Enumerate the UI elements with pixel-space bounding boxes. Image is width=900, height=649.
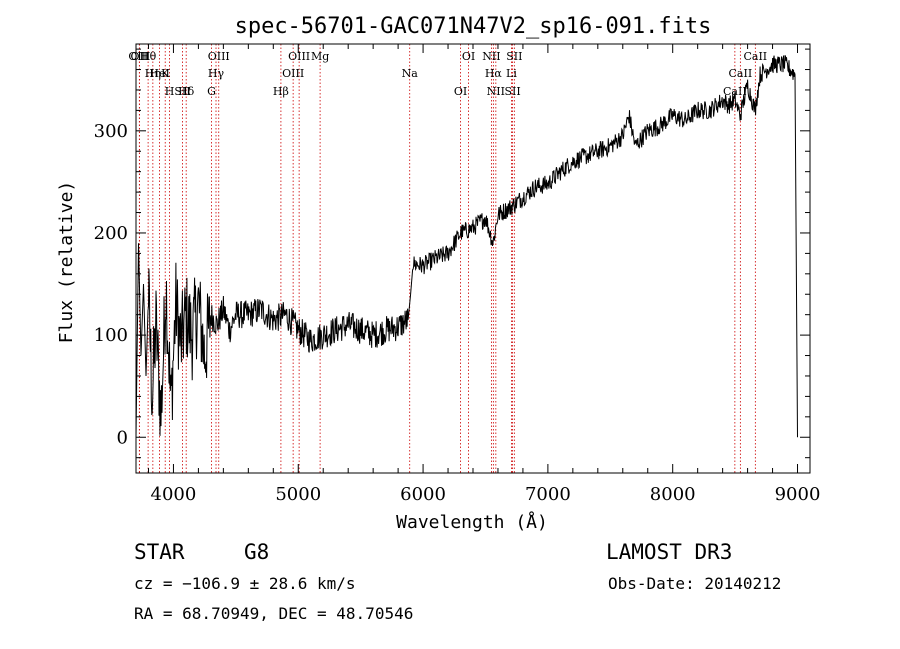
spectral-line-label: Hη <box>145 67 161 80</box>
spectral-line-label: K <box>161 67 170 80</box>
x-tick-label: 5000 <box>275 484 321 505</box>
spectral-line-label: NII <box>487 85 505 98</box>
y-tick-label: 0 <box>117 427 128 448</box>
spectral-line-label: SII <box>174 85 190 98</box>
y-tick-label: 100 <box>94 325 128 346</box>
spectral-line-label: OIII <box>282 67 304 80</box>
x-tick-label: 7000 <box>525 484 571 505</box>
y-axis-label: Flux (relative) <box>56 181 77 344</box>
spectral-line-label: OIII <box>288 50 310 63</box>
spectral-line-label: Mg <box>311 50 329 63</box>
spectral-line-label: HeI <box>149 67 169 80</box>
x-tick-label: 4000 <box>151 484 197 505</box>
spectral-line-label: OIII <box>128 50 150 63</box>
spectral-line-label: NII <box>482 50 500 63</box>
spectral-line-label: Hγ <box>208 67 225 80</box>
object-class: STAR <box>134 540 185 564</box>
spectral-line-label: Li <box>506 67 517 80</box>
spectral-line-label: Hδ <box>178 85 195 98</box>
observation-date: Obs-Date: 20140212 <box>608 574 782 593</box>
spectral-line-label: SII <box>504 85 520 98</box>
object-subclass: G8 <box>244 540 270 564</box>
spectral-line-markers <box>138 44 756 473</box>
spectrum-line <box>135 55 798 438</box>
axis-ticks: 4000 5000 6000 7000 8000 9000 0 100 200 300 <box>94 44 821 505</box>
spectral-line-label: G <box>207 85 216 98</box>
spectral-line-label: Hα <box>485 67 503 80</box>
spectral-line-label: OI <box>454 85 467 98</box>
survey-name: LAMOST DR3 <box>606 540 733 564</box>
spectral-line-label: Na <box>402 67 419 80</box>
spectral-line-label: CaII <box>723 85 747 98</box>
x-axis-label: Wavelength (Å) <box>396 511 548 533</box>
x-tick-label: 9000 <box>775 484 821 505</box>
x-tick-label: 8000 <box>650 484 696 505</box>
spectral-line-label: Hβ <box>273 85 289 98</box>
chart-title: spec-56701-GAC071N47V2_sp16-091.fits <box>235 14 712 39</box>
spectral-line-label: OIII <box>208 50 230 63</box>
spectral-line-label: CaII <box>729 67 753 80</box>
spectral-line-label: H <box>165 85 175 98</box>
x-tick-label: 6000 <box>400 484 446 505</box>
spectral-line-label: SII <box>506 50 522 63</box>
y-tick-label: 200 <box>94 223 128 244</box>
spectral-line-label: CaII <box>743 50 767 63</box>
y-tick-label: 300 <box>94 121 128 142</box>
redshift-velocity: cz = −106.9 ± 28.6 km/s <box>134 574 356 593</box>
ra-dec-coordinates: RA = 68.70949, DEC = 48.70546 <box>134 604 414 623</box>
spectral-line-label: OI <box>462 50 475 63</box>
spectral-line-label: OII <box>131 50 149 63</box>
spectral-line-label: Hθ <box>140 50 157 63</box>
